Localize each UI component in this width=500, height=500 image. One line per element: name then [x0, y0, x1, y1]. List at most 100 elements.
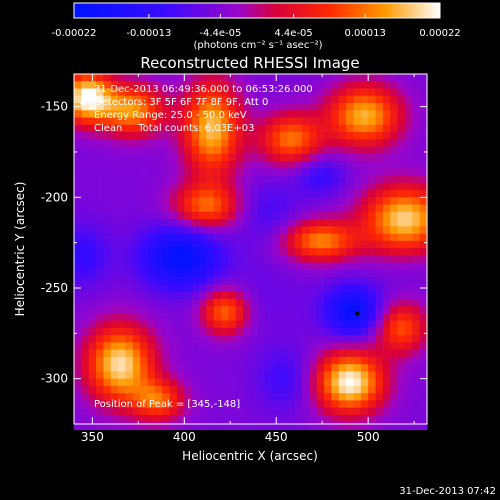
- heatmap-cell: [81, 81, 90, 90]
- heatmap-cell: [140, 356, 149, 365]
- heatmap-cell: [132, 262, 141, 271]
- heatmap-cell: [235, 211, 244, 220]
- heatmap-cell: [272, 161, 281, 169]
- heatmap-cell: [412, 335, 421, 343]
- heatmap-cell: [184, 255, 193, 264]
- heatmap-cell: [162, 327, 171, 336]
- heatmap-cell: [338, 291, 347, 300]
- heatmap-cell: [309, 190, 318, 198]
- heatmap-cell: [88, 371, 97, 380]
- heatmap-cell: [235, 298, 244, 307]
- heatmap-cell: [412, 204, 421, 213]
- heatmap-cell: [88, 110, 97, 119]
- heatmap-cell: [301, 88, 310, 97]
- heatmap-cell: [382, 95, 391, 104]
- heatmap-cell: [162, 277, 171, 285]
- heatmap-cell: [243, 219, 252, 227]
- heatmap-cell: [88, 81, 97, 90]
- heatmap-cell: [228, 161, 237, 169]
- heatmap-cell: [279, 168, 288, 177]
- heatmap-cell: [309, 117, 318, 126]
- heatmap-cell: [110, 269, 119, 278]
- heatmap-cell: [301, 211, 310, 220]
- heatmap-cell: [338, 161, 347, 169]
- heatmap-cell: [294, 117, 303, 126]
- heatmap-cell: [397, 204, 406, 213]
- heatmap-cell: [213, 255, 222, 264]
- heatmap-cell: [140, 197, 149, 206]
- heatmap-cell: [125, 291, 134, 300]
- heatmap-cell: [81, 197, 90, 206]
- heatmap-cell: [103, 320, 112, 329]
- heatmap-cell: [419, 306, 428, 314]
- heatmap-cell: [338, 378, 347, 387]
- heatmap-cell: [265, 248, 274, 256]
- heatmap-cell: [309, 146, 318, 155]
- heatmap-cell: [206, 103, 215, 111]
- heatmap-cell: [132, 95, 141, 104]
- heatmap-cell: [199, 385, 207, 394]
- heatmap-cell: [88, 277, 97, 285]
- heatmap-cell: [346, 132, 355, 140]
- heatmap-cell: [154, 110, 163, 119]
- heatmap-cell: [154, 327, 163, 336]
- heatmap-cell: [382, 284, 391, 293]
- heatmap-cell: [301, 132, 310, 140]
- heatmap-cell: [404, 327, 413, 336]
- heatmap-cell: [154, 139, 163, 148]
- heatmap-cell: [110, 233, 119, 242]
- heatmap-cell: [96, 88, 105, 97]
- heatmap-cell: [360, 255, 369, 264]
- heatmap-cell: [272, 422, 281, 431]
- heatmap-cell: [206, 407, 215, 416]
- heatmap-cell: [191, 146, 200, 155]
- heatmap-cell: [118, 211, 127, 220]
- heatmap-cell: [96, 226, 105, 235]
- heatmap-cell: [154, 335, 163, 343]
- heatmap-cell: [169, 407, 178, 416]
- heatmap-cell: [140, 124, 149, 133]
- heatmap-cell: [324, 103, 332, 111]
- heatmap-cell: [169, 182, 178, 191]
- heatmap-cell: [294, 335, 303, 343]
- heatmap-cell: [74, 335, 82, 343]
- heatmap-cell: [206, 255, 215, 264]
- heatmap-cell: [96, 422, 105, 431]
- heatmap-cell: [206, 110, 215, 119]
- heatmap-cell: [88, 248, 97, 256]
- heatmap-cell: [353, 226, 362, 235]
- heatmap-cell: [338, 320, 347, 329]
- heatmap-cell: [110, 407, 119, 416]
- heatmap-cell: [309, 298, 318, 307]
- heatmap-cell: [132, 393, 141, 402]
- heatmap-cell: [74, 175, 82, 184]
- heatmap-cell: [184, 371, 193, 380]
- heatmap-cell: [221, 255, 230, 264]
- heatmap-cell: [118, 414, 127, 423]
- heatmap-cell: [309, 262, 318, 271]
- heatmap-cell: [404, 139, 413, 148]
- heatmap-cell: [419, 320, 428, 329]
- heatmap-cell: [206, 117, 215, 126]
- heatmap-cell: [390, 320, 399, 329]
- heatmap-cell: [279, 378, 288, 387]
- heatmap-cell: [257, 168, 266, 177]
- heatmap-cell: [169, 277, 178, 285]
- heatmap-cell: [294, 110, 303, 119]
- heatmap-cell: [265, 132, 274, 140]
- heatmap-cell: [338, 277, 347, 285]
- heatmap-cell: [74, 422, 82, 431]
- heatmap-cell: [309, 306, 318, 314]
- heatmap-cell: [272, 88, 281, 97]
- heatmap-cell: [199, 211, 207, 220]
- heatmap-cell: [118, 306, 127, 314]
- heatmap-cell: [382, 414, 391, 423]
- heatmap-cell: [118, 335, 127, 343]
- heatmap-cell: [360, 284, 369, 293]
- heatmap-cell: [176, 298, 185, 307]
- heatmap-cell: [390, 146, 399, 155]
- heatmap-cell: [257, 197, 266, 206]
- heatmap-cell: [309, 103, 318, 111]
- heatmap-cell: [154, 371, 163, 380]
- heatmap-cell: [132, 284, 141, 293]
